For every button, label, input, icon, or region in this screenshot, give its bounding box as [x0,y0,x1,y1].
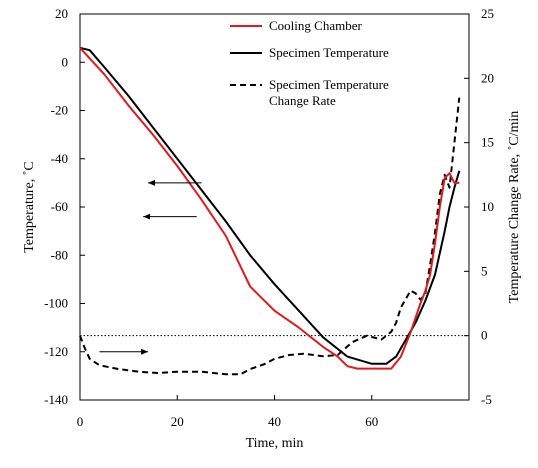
y2-tick-label: -5 [481,392,492,407]
x-tick-label: 20 [171,414,184,429]
y2-tick-label: 20 [481,70,494,85]
y-tick-label: -100 [44,296,68,311]
legend-label-line-1: Specimen Temperature [269,77,389,92]
left-axis-ticks: 20 0 -20 -40 -60 -80 -100 -120 -140 [44,6,85,407]
bottom-axis-ticks: 0 20 40 60 [77,395,378,429]
right-axis-ticks: 25 20 15 10 5 0 -5 [464,6,494,407]
y2-tick-label: 0 [481,328,488,343]
y2-axis-title: Temperature Change Rate, ˚C/min [507,111,522,304]
x-tick-label: 60 [365,414,378,429]
series-specimen-temperature [79,46,461,365]
y2-tick-label: 15 [481,135,494,150]
x-tick-label: 40 [268,414,281,429]
y-tick-label: -60 [51,199,68,214]
y2-tick-label: 10 [481,199,494,214]
y-tick-label: -140 [44,392,68,407]
y2-tick-label: 5 [481,263,488,278]
y-tick-label: -20 [51,103,68,118]
y-tick-label: 0 [62,54,69,69]
legend-label-cooling-chamber: Cooling Chamber [269,18,362,33]
annotation-arrows [99,179,202,355]
y-tick-label: -40 [51,151,68,166]
y-tick-label: 20 [55,6,68,21]
y-tick-label: -120 [44,344,68,359]
legend-label-specimen-temperature-change-rate: Specimen Temperature Change Rate [269,77,389,108]
legend-label-specimen-temperature: Specimen Temperature [269,45,389,60]
legend-label-line-2: Change Rate [269,93,336,108]
plot-frame [79,13,470,401]
series-specimen-temperature-change-rate [79,97,461,376]
y-axis-title: Temperature, ˚C [22,161,37,253]
x-tick-label: 0 [77,414,84,429]
axes [79,13,470,401]
y2-tick-label: 25 [481,6,494,21]
y-tick-label: -80 [51,247,68,262]
x-axis-title: Time, min [246,436,304,451]
legend: Cooling Chamber Specimen Temperature Spe… [230,18,389,108]
